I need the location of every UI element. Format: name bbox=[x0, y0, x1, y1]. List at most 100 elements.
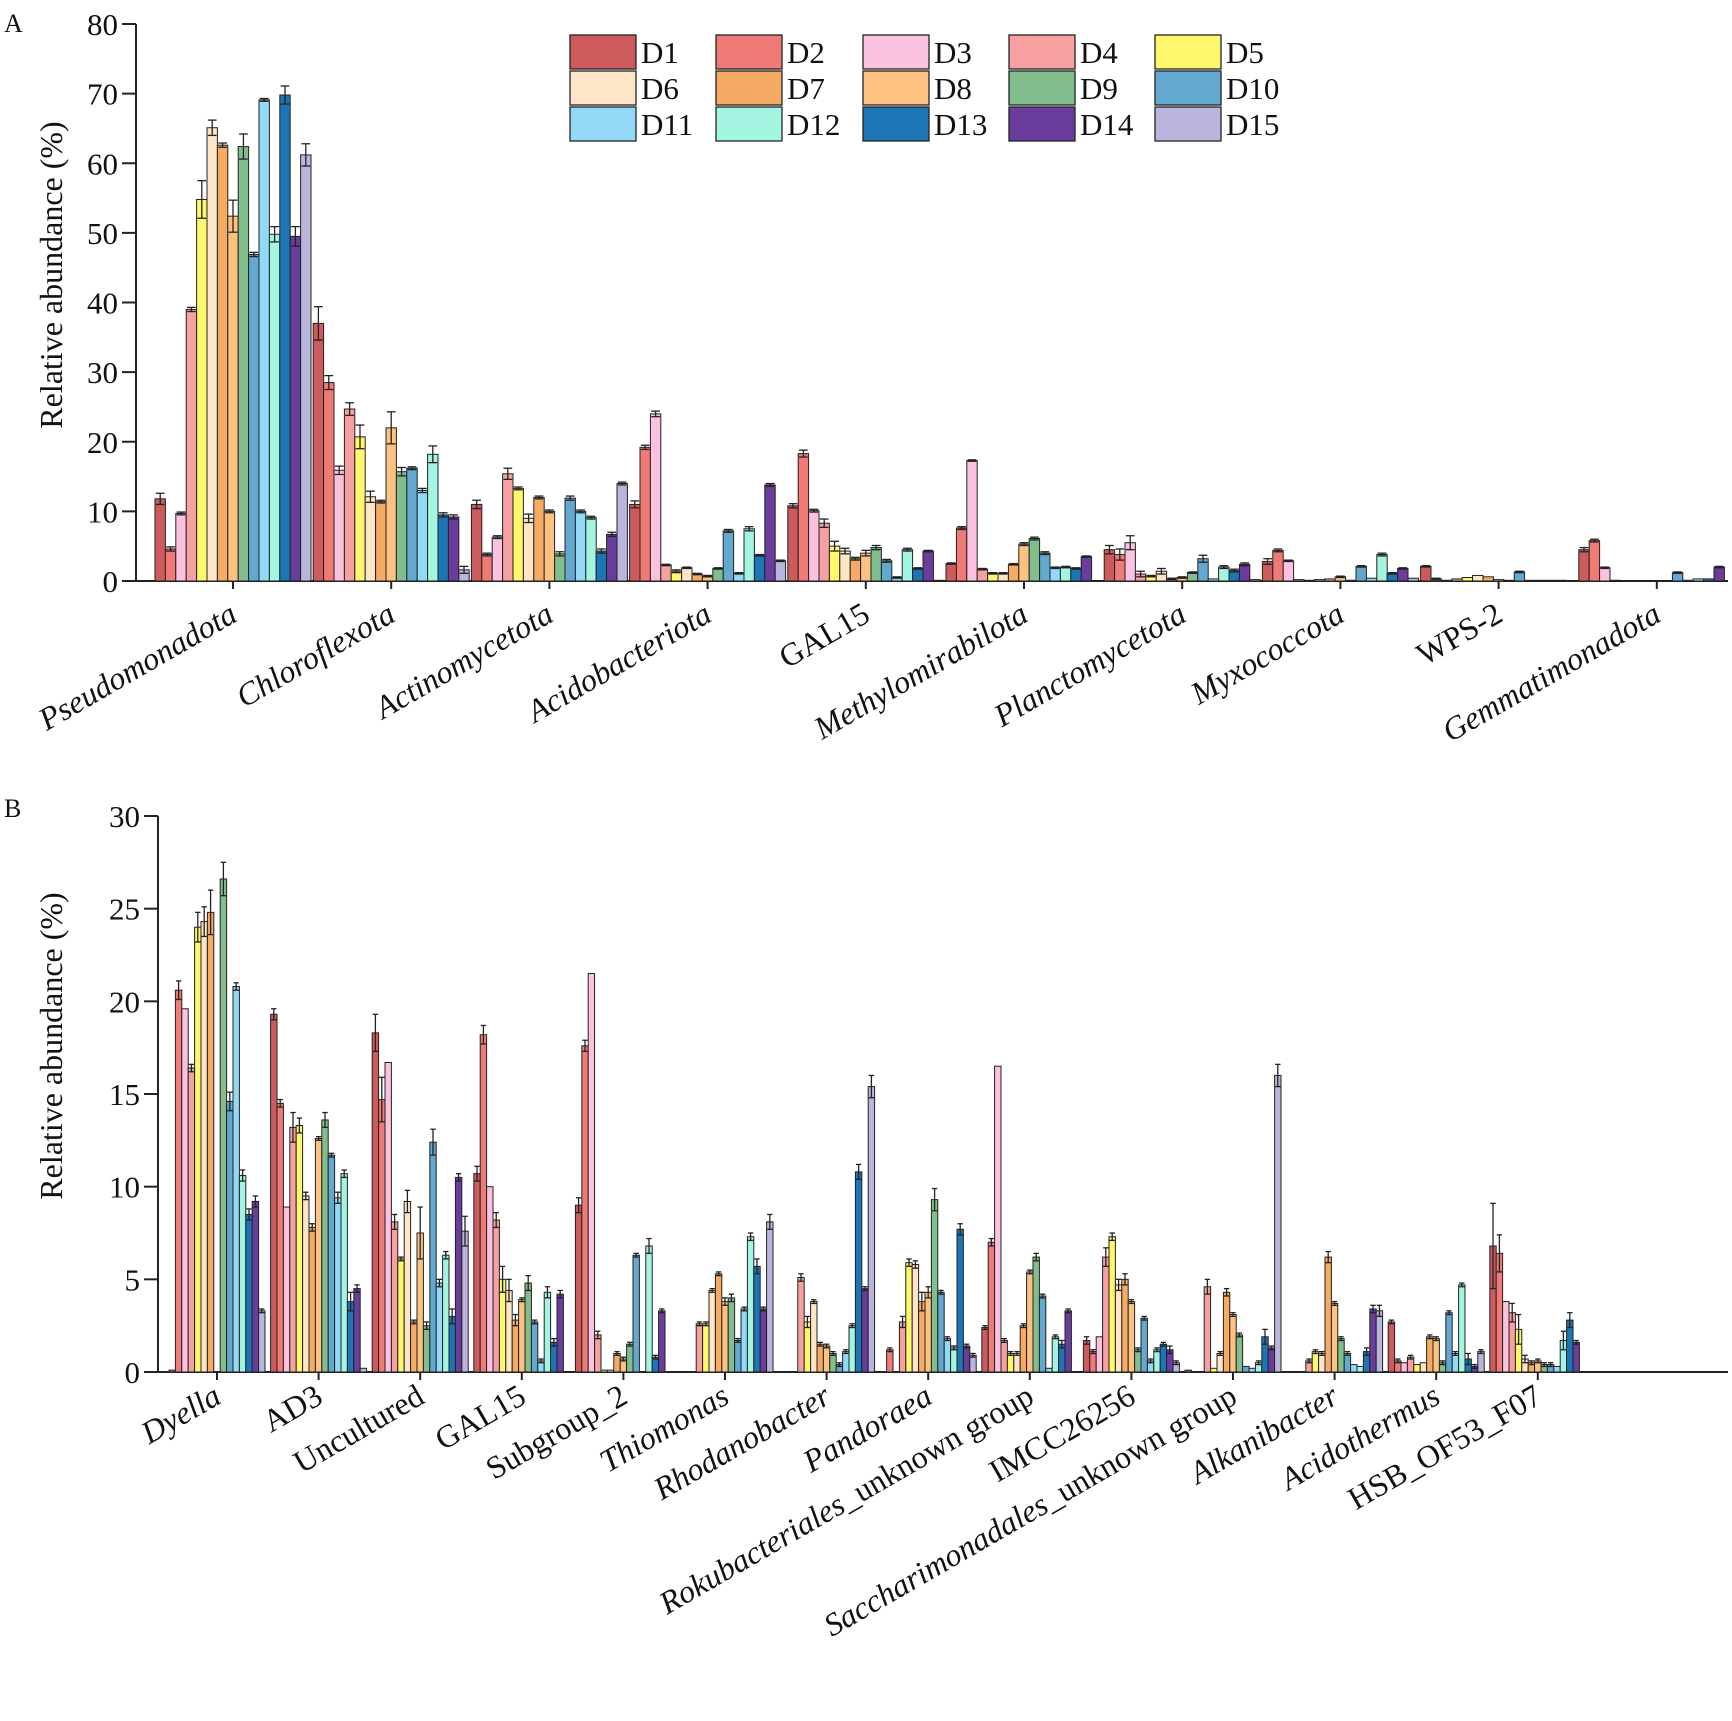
error-bar-ad3-d5 bbox=[296, 1117, 303, 1134]
bar-dyella-d5 bbox=[194, 926, 202, 1373]
error-bar-thiomonas-d13 bbox=[754, 1258, 760, 1275]
error-bar-actinomycetota-d4 bbox=[503, 467, 513, 480]
bar-wps-2-d9 bbox=[1503, 579, 1515, 582]
error-bar-ad3-d10 bbox=[328, 1152, 335, 1158]
bar-thiomonas-d14 bbox=[759, 1308, 768, 1373]
bar-imcc26256-d3 bbox=[1095, 1336, 1104, 1373]
error-bar-ad3-d13 bbox=[347, 1291, 354, 1312]
bar-dyella-d11 bbox=[232, 986, 240, 1373]
error-bar-imcc26256-d14 bbox=[1167, 1345, 1173, 1355]
bar-chloroflexota-d4 bbox=[343, 408, 356, 582]
bar-gemmatimonadota-d11 bbox=[1682, 579, 1694, 582]
bar-acidothermus-d15 bbox=[1477, 1351, 1485, 1373]
bar-methylomirabilota-d1 bbox=[945, 563, 957, 582]
error-bar-saccharimonadales-unknown-group-d6 bbox=[1217, 1350, 1223, 1356]
error-bar-thiomonas-d10 bbox=[735, 1337, 741, 1343]
bar-acidobacteriota-d9 bbox=[712, 567, 724, 582]
bar-dyella-d7 bbox=[206, 911, 215, 1373]
bar-thiomonas-d11 bbox=[740, 1308, 748, 1373]
error-bar-pseudomonadota-d14 bbox=[291, 225, 300, 247]
y-tick-label: 30 bbox=[87, 355, 118, 390]
error-bar-rokubacteriales-unknown-group-d5 bbox=[1007, 1350, 1014, 1356]
bar-pandoraea-d10 bbox=[937, 1291, 945, 1373]
bar-methylomirabilota-d11 bbox=[1049, 567, 1061, 582]
error-bar-pseudomonadota-d2 bbox=[166, 546, 175, 552]
error-bar-methylomirabilota-d1 bbox=[946, 562, 956, 565]
error-bar-ad3-d4 bbox=[290, 1111, 296, 1143]
error-bar-rhodanobacter-d9 bbox=[830, 1350, 836, 1356]
bar-gemmatimonadota-d3 bbox=[1599, 567, 1611, 582]
bar-pandoraea-d4 bbox=[898, 1321, 907, 1373]
bar-rokubacteriales-unknown-group-d3 bbox=[994, 1065, 1002, 1373]
bar-wps-2-d11 bbox=[1524, 579, 1536, 582]
error-bar-imcc26256-d2 bbox=[1090, 1349, 1096, 1355]
legend-item-d11: D11 bbox=[569, 106, 693, 142]
bar-pandoraea-d6 bbox=[911, 1264, 920, 1373]
error-bar-pseudomonadota-d4 bbox=[187, 306, 196, 313]
bar-acidothermus-d8 bbox=[1432, 1338, 1440, 1373]
y-tick-label: 50 bbox=[87, 216, 118, 251]
legend-label: D5 bbox=[1226, 35, 1264, 70]
legend: D1 D2 D3 D4 D5 D6 D7 D8 D9 D10 D11 D12 D13 D14 D15 bbox=[569, 34, 1279, 142]
bar-acidobacteriota-d10 bbox=[722, 530, 735, 582]
y-tick-label: 10 bbox=[109, 1170, 140, 1205]
error-bar-methylomirabilota-d10 bbox=[1040, 551, 1050, 556]
error-bar-actinomycetota-d14 bbox=[607, 531, 617, 538]
bar-gal15-d3 bbox=[486, 1186, 494, 1373]
error-bar-thiomonas-d14 bbox=[760, 1306, 767, 1312]
bar-subgroup-2-d4 bbox=[594, 1334, 602, 1373]
error-bar-uncultured-d13 bbox=[449, 1308, 455, 1325]
legend-label: D2 bbox=[787, 35, 825, 70]
error-bar-pandoraea-d8 bbox=[925, 1286, 931, 1299]
bar-hsb-of53-f07-d14 bbox=[1572, 1341, 1580, 1373]
error-bar-chloroflexota-d5 bbox=[355, 424, 365, 450]
bar-uncultured-d3 bbox=[384, 1061, 392, 1373]
bar-acidobacteriota-d12 bbox=[743, 528, 755, 582]
bar-chloroflexota-d7 bbox=[375, 501, 387, 582]
y-tick-label: 10 bbox=[87, 494, 118, 529]
bar-subgroup-2-d7 bbox=[613, 1352, 621, 1373]
error-bar-uncultured-d10 bbox=[430, 1128, 436, 1156]
error-bar-methylomirabilota-d3 bbox=[967, 459, 977, 462]
bar-wps-2-d6 bbox=[1472, 574, 1484, 582]
bar-imcc26256-d10 bbox=[1140, 1317, 1148, 1373]
legend-swatch bbox=[862, 106, 930, 142]
error-bar-rhodanobacter-d8 bbox=[823, 1343, 830, 1349]
error-bar-methylomirabilota-d6 bbox=[998, 571, 1008, 575]
error-bar-planctomycetota-d13 bbox=[1229, 568, 1239, 573]
bar-rokubacteriales-unknown-group-d10 bbox=[1038, 1295, 1047, 1373]
y-tick-label: 5 bbox=[125, 1262, 141, 1297]
bar-gal15-d10 bbox=[530, 1321, 539, 1373]
error-bar-myxococcota-d12 bbox=[1377, 552, 1387, 557]
error-bar-subgroup-2-d4 bbox=[595, 1330, 601, 1340]
bar-chloroflexota-d12 bbox=[427, 453, 439, 582]
bar-uncultured-d12 bbox=[442, 1254, 450, 1373]
error-bar-rhodanobacter-d7 bbox=[817, 1341, 823, 1347]
error-bar-thiomonas-d15 bbox=[767, 1213, 773, 1230]
bar-wps-2-d3 bbox=[1440, 579, 1453, 582]
legend-swatch bbox=[862, 34, 930, 70]
bar-pseudomonadota-d11 bbox=[258, 99, 270, 582]
legend-item-d12: D12 bbox=[715, 106, 840, 142]
bar-actinomycetota-d6 bbox=[522, 517, 535, 582]
error-bar-gal15-d12 bbox=[544, 1286, 551, 1299]
error-bar-gal15-d4 bbox=[493, 1211, 499, 1229]
error-bar-pandoraea-d14 bbox=[963, 1343, 970, 1349]
panel-a-x-axis: PseudomonadotaChloroflexotaActinomycetot… bbox=[31, 581, 1666, 749]
error-bar-methylomirabilota-d14 bbox=[1082, 555, 1091, 558]
error-bar-myxococcota-d14 bbox=[1398, 567, 1408, 570]
bar-acidobacteriota-d6 bbox=[681, 567, 693, 582]
bar-ad3-d15 bbox=[359, 1367, 368, 1373]
category-label-wps-2: WPS-2 bbox=[1410, 595, 1508, 672]
error-bar-methylomirabilota-d13 bbox=[1071, 567, 1081, 570]
error-bar-planctomycetota-d12 bbox=[1219, 565, 1229, 570]
error-bar-gemmatimonadota-d14 bbox=[1714, 565, 1724, 569]
bar-alkanibacter-d11 bbox=[1350, 1364, 1358, 1373]
error-bar-myxococcota-d2 bbox=[1273, 548, 1283, 553]
bar-alkanibacter-d6 bbox=[1318, 1352, 1326, 1373]
error-bar-uncultured-d9 bbox=[423, 1321, 430, 1331]
y-tick-label: 25 bbox=[109, 892, 140, 927]
bar-actinomycetota-d13 bbox=[595, 550, 608, 582]
error-bar-methylomirabilota-d12 bbox=[1061, 565, 1070, 569]
bar-thiomonas-d5 bbox=[702, 1323, 710, 1373]
